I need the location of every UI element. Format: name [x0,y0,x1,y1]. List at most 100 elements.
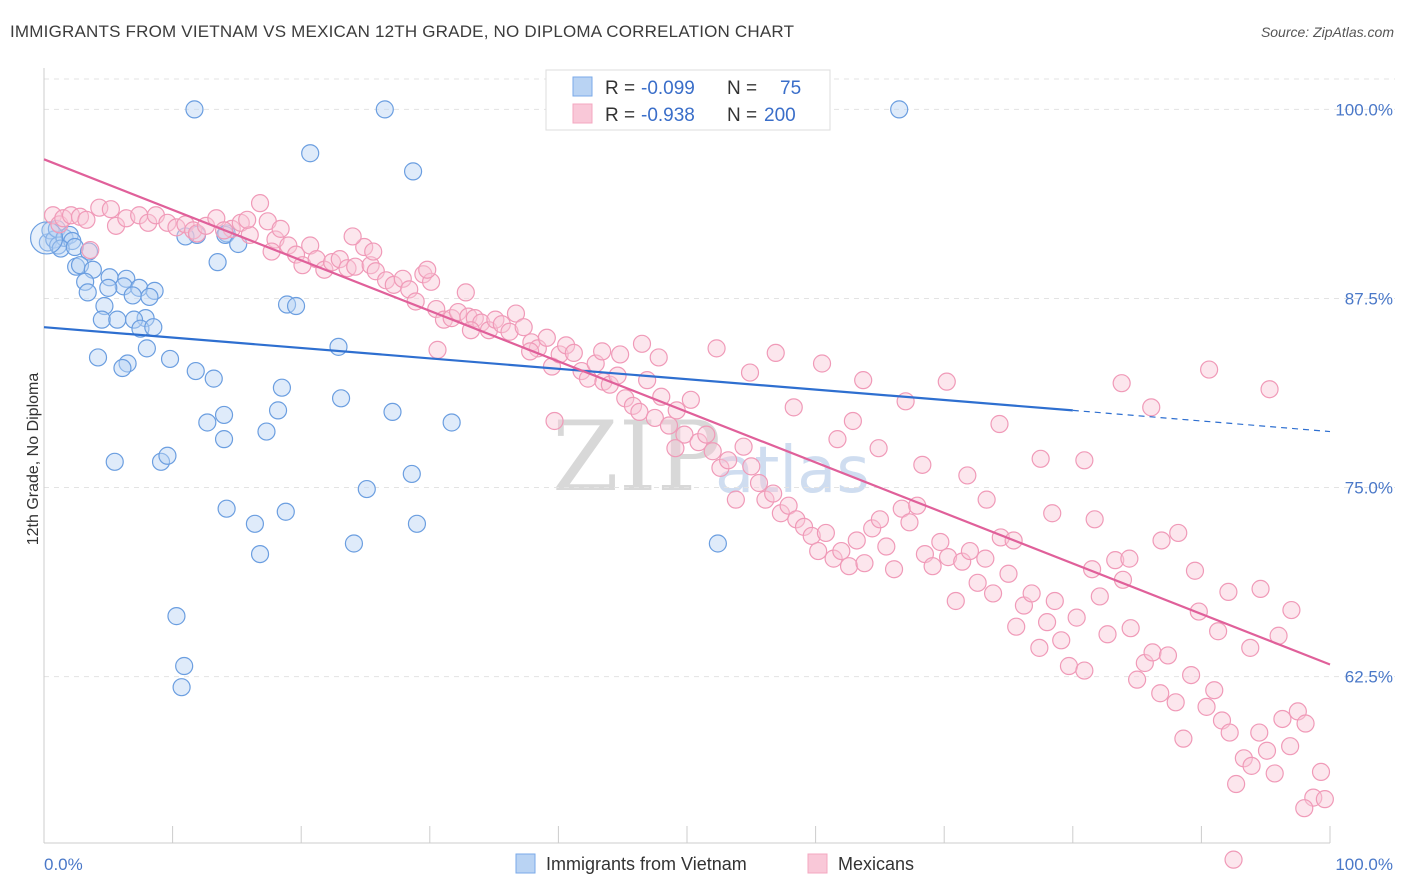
point-mexican [330,250,349,269]
chart-title: IMMIGRANTS FROM VIETNAM VS MEXICAN 12TH … [10,22,795,41]
point-mexican [946,591,965,611]
point-mexican [1197,697,1216,716]
point-mexican [960,541,980,561]
point-mexican [855,554,874,573]
point-vietnam [78,283,97,302]
point-vietnam [51,239,70,258]
point-mexican [742,457,761,476]
point-mexican [343,227,362,246]
point-mexican [1030,638,1049,657]
point-mexican [938,548,958,567]
point-mexican [681,390,700,409]
point-mexican [812,354,832,373]
y-tick-label: 62.5% [1345,668,1393,687]
point-mexican [1260,380,1279,399]
point-vietnam [329,337,348,356]
point-vietnam [217,499,236,518]
point-mexican [1059,656,1079,676]
y-tick-label: 87.5% [1345,289,1393,308]
point-vietnam [105,452,124,471]
point-mexican [1273,709,1292,729]
point-vietnam [113,358,132,378]
legend-n-label-mexicans: N = [727,105,757,126]
x-tick-label-right: 100.0% [1335,855,1393,874]
point-vietnam [172,678,191,697]
point-mexican [1315,790,1334,809]
series-vietnam-points [29,100,909,697]
point-mexican [1158,646,1178,665]
point-vietnam [136,309,155,328]
legend-r-label-vietnam: R = [605,78,635,99]
point-mexican [816,523,835,543]
point-vietnam [442,413,461,432]
tick-labels: 100.0% 87.5% 75.0% 62.5% [1335,100,1393,686]
point-mexican [1120,549,1139,568]
point-mexican [1174,729,1193,748]
point-mexican [659,416,679,435]
legend: R = -0.099 N = 75 R = -0.938 N = 200 [545,69,831,131]
point-mexican [1200,360,1219,379]
point-mexican [506,304,526,323]
point-vietnam [158,446,177,465]
point-mexican [976,549,995,568]
point-vietnam [185,100,204,119]
point-vietnam [277,295,297,314]
point-mexican [913,455,932,474]
point-mexican [923,557,942,576]
legend-n-label-vietnam: N = [727,78,757,99]
point-vietnam [407,514,427,533]
point-mexican [428,340,447,359]
point-mexican [766,343,785,363]
point-mexican [514,318,533,337]
point-mexican [238,210,257,229]
point-mexican [393,269,412,288]
point-vietnam [344,534,364,553]
point-vietnam [124,310,144,329]
point-mexican [1098,625,1117,644]
point-mexican [456,283,475,302]
point-vietnam [257,422,276,441]
point-mexican [1257,741,1277,760]
point-vietnam [65,237,84,257]
bottom-legend-label-vietnam: Immigrants from Vietnam [546,854,747,874]
point-mexican [1224,850,1243,869]
point-mexican [726,490,745,509]
point-vietnam [95,296,114,316]
point-mexican [697,425,716,444]
x-tick-label-left: 0.0% [44,855,83,874]
point-mexican [43,206,63,225]
point-vietnam [375,100,394,119]
point-vietnam [402,464,421,484]
bottom-legend-swatch-mexicans [807,853,828,874]
point-vietnam [890,100,909,119]
point-mexican [250,194,270,213]
point-mexican [1265,764,1284,783]
point-mexican [1007,617,1026,636]
point-mexican [106,216,126,235]
point-mexican [1296,714,1315,733]
point-vietnam [708,534,727,553]
point-mexican [77,210,96,229]
point-vietnam [92,310,111,329]
point-mexican [1250,723,1269,742]
point-mexican [839,557,859,576]
gridlines [44,78,1395,678]
point-mexican [1090,587,1109,606]
point-mexican [869,439,888,458]
bottom-legend-label-mexicans: Mexicans [838,854,914,874]
point-mexican [1112,374,1131,393]
point-vietnam [167,607,186,626]
source-credit: Source: ZipAtlas.com [1260,24,1394,40]
point-vietnam [137,339,156,358]
legend-box [545,69,831,131]
point-mexican [630,402,649,422]
point-vietnam [108,310,127,329]
point-mexican [809,541,828,561]
point-mexican [884,560,904,579]
point-mexican [666,439,685,458]
point-mexican [1067,608,1086,627]
series-mexicans-points [43,194,1334,869]
point-mexican [703,442,722,461]
point-mexican [355,237,374,257]
